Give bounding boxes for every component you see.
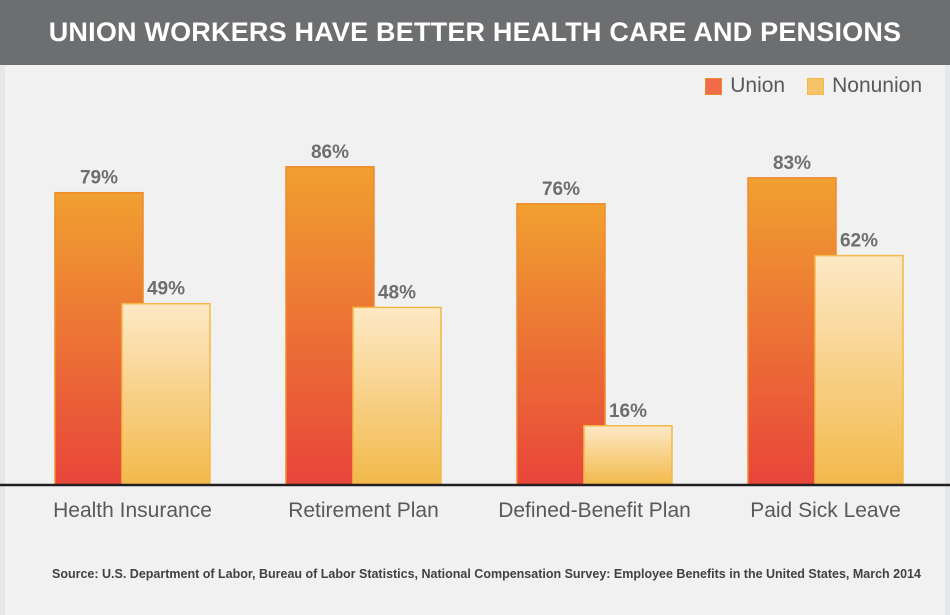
category-label-4: Paid Sick Leave [750, 499, 901, 522]
legend-item-union: Union [705, 74, 785, 98]
bar-nonunion-2 [352, 306, 442, 486]
legend-label-nonunion: Nonunion [832, 74, 922, 97]
legend-item-nonunion: Nonunion [807, 74, 922, 98]
data-label-union-4: 83% [773, 153, 811, 174]
source-note: Source: U.S. Department of Labor, Bureau… [52, 567, 921, 581]
data-label-union-2: 86% [311, 142, 349, 163]
category-label-2: Retirement Plan [288, 499, 439, 522]
legend-label-union: Union [730, 74, 786, 97]
category-label-1: Health Insurance [53, 499, 212, 522]
data-label-union-1: 79% [80, 168, 118, 189]
bar-nonunion-3 [583, 425, 673, 486]
bar-nonunion-4 [814, 254, 904, 486]
title-bar: UNION WORKERS HAVE BETTER HEALTH CARE AN… [0, 0, 950, 65]
data-label-union-3: 76% [542, 179, 580, 200]
bar-nonunion-1 [121, 302, 211, 486]
chart-title: UNION WORKERS HAVE BETTER HEALTH CARE AN… [48, 17, 902, 47]
category-label-3: Defined-Benefit Plan [498, 499, 691, 522]
data-label-nonunion-2: 48% [378, 282, 416, 303]
data-label-nonunion-3: 16% [609, 401, 647, 422]
legend-swatch-nonunion [807, 77, 825, 95]
legend-swatch-union [705, 77, 723, 95]
legend: Union Nonunion [683, 74, 922, 98]
data-label-nonunion-4: 62% [840, 231, 878, 252]
data-label-nonunion-1: 49% [147, 279, 185, 300]
